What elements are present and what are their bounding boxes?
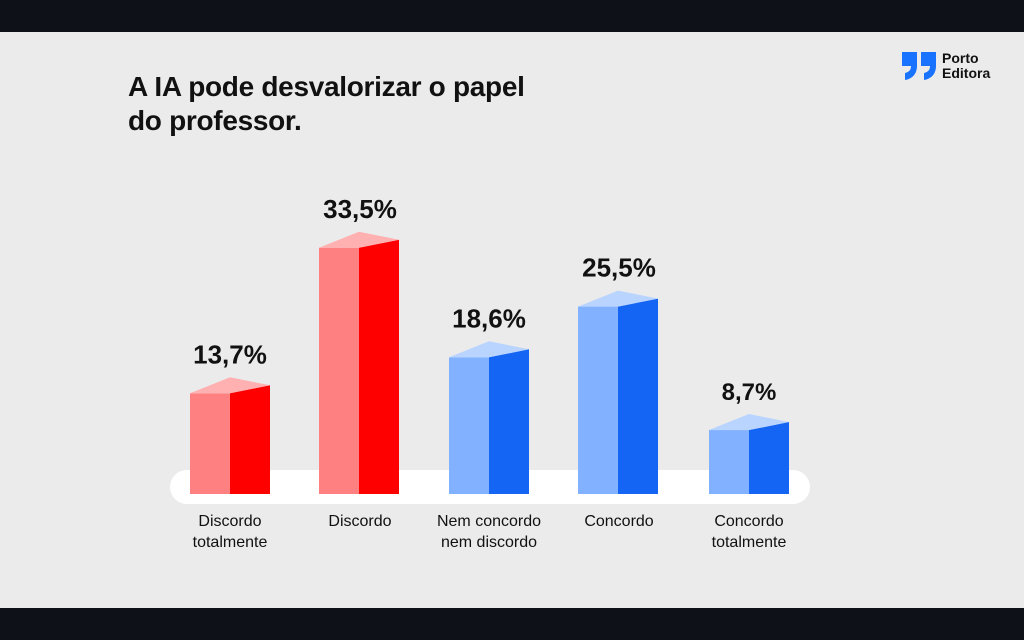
chart-title: A IA pode desvalorizar o papel do profes… [128, 70, 548, 138]
bar-front-4 [709, 430, 749, 494]
category-label-1-line-0: Discordo [328, 513, 391, 530]
bar-front-0 [190, 393, 230, 494]
chart-title-line-1: A IA pode desvalorizar o papel [128, 71, 525, 102]
category-label-4-line-1: totalmente [712, 534, 787, 551]
bar-side-4 [749, 422, 789, 494]
bar-top-3 [578, 290, 658, 307]
bar-front-2 [449, 357, 489, 494]
chart-slide: A IA pode desvalorizar o papel do profes… [0, 32, 1024, 608]
value-label-1: 33,5% [323, 194, 397, 224]
bar-side-2 [489, 349, 529, 494]
brand-name: Porto Editora [942, 51, 990, 81]
bar-front-1 [319, 247, 359, 494]
category-label-3-line-0: Concordo [584, 513, 653, 530]
bar-chart: 13,7% Discordo totalmente 33,5% Discordo 18,6… [170, 194, 810, 551]
letterbox-top [0, 0, 1024, 32]
category-label-0-line-1: totalmente [193, 534, 268, 551]
quote-mark-icon [902, 52, 936, 80]
bar-top-4 [709, 414, 789, 431]
category-label-2-line-0: Nem concordo [437, 513, 541, 530]
category-label-0-line-0: Discordo [198, 513, 261, 530]
letterbox-bottom [0, 608, 1024, 640]
porto-editora-logo: Porto Editora [900, 50, 1010, 84]
category-label-4-line-0: Concordo [714, 513, 783, 530]
category-label-2-line-1: nem discordo [441, 534, 537, 551]
bar-front-3 [578, 306, 618, 494]
value-label-0: 13,7% [193, 339, 267, 369]
value-label-4: 8,7% [722, 379, 777, 406]
bar-side-3 [618, 298, 658, 494]
bar-top-0 [190, 377, 270, 394]
value-label-3: 25,5% [582, 253, 656, 283]
bar-side-0 [230, 385, 270, 494]
value-label-2: 18,6% [452, 303, 526, 333]
chart-title-line-2: do professor. [128, 105, 302, 136]
bar-side-1 [359, 239, 399, 494]
brand-name-line-2: Editora [942, 65, 991, 81]
brand-name-line-1: Porto [942, 50, 979, 66]
bar-top-1 [319, 231, 399, 248]
bar-top-2 [449, 341, 529, 358]
